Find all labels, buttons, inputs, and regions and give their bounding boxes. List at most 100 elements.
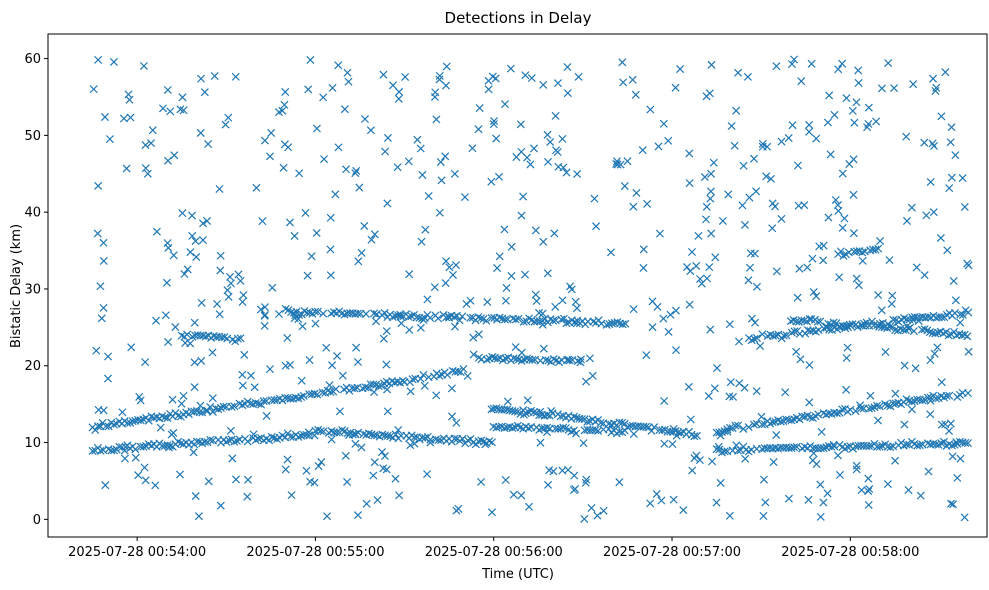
data-point-marker xyxy=(553,79,562,88)
x-tick-label: 2025-07-28 00:57:00 xyxy=(603,545,741,560)
data-point-marker xyxy=(877,84,886,93)
data-point-marker xyxy=(963,389,973,398)
data-point-marker xyxy=(909,80,918,89)
data-point-marker xyxy=(326,213,335,222)
data-point-marker xyxy=(887,299,896,308)
data-point-marker xyxy=(119,114,128,123)
data-point-marker xyxy=(926,410,935,419)
data-point-marker xyxy=(865,484,874,494)
data-point-marker xyxy=(353,358,362,367)
data-point-marker xyxy=(434,314,443,323)
data-point-marker xyxy=(759,475,768,484)
data-point-marker xyxy=(500,100,510,109)
data-point-marker xyxy=(265,365,274,374)
plot-frame xyxy=(47,33,988,538)
data-point-marker xyxy=(812,292,821,301)
data-point-marker xyxy=(631,90,640,99)
data-point-marker xyxy=(177,399,186,408)
data-point-marker xyxy=(577,414,587,423)
data-point-marker xyxy=(559,314,568,323)
data-point-marker xyxy=(501,476,510,485)
data-point-marker xyxy=(161,311,170,320)
data-point-marker xyxy=(369,471,378,480)
data-point-marker xyxy=(230,402,239,411)
data-point-marker xyxy=(583,417,592,426)
data-point-marker xyxy=(687,247,697,256)
data-point-marker xyxy=(752,387,761,396)
data-point-marker xyxy=(956,454,965,463)
data-point-marker xyxy=(258,217,267,226)
data-point-marker xyxy=(318,388,327,397)
data-point-marker xyxy=(852,465,861,474)
data-point-marker xyxy=(299,391,308,400)
data-point-marker xyxy=(156,423,165,432)
data-point-marker xyxy=(576,355,585,364)
data-point-marker xyxy=(726,378,735,387)
data-point-marker xyxy=(191,237,200,246)
data-point-marker xyxy=(528,355,537,364)
data-point-marker xyxy=(99,238,108,247)
data-point-marker xyxy=(474,313,483,322)
data-point-marker xyxy=(383,385,392,394)
data-point-marker xyxy=(951,296,960,305)
data-point-marker xyxy=(724,190,733,199)
data-point-marker xyxy=(215,184,224,193)
data-point-marker xyxy=(524,502,534,511)
data-point-marker xyxy=(562,168,571,177)
data-point-marker xyxy=(963,259,972,268)
data-point-marker xyxy=(574,72,583,81)
data-point-marker xyxy=(256,305,265,314)
data-point-marker xyxy=(669,495,678,504)
data-point-marker xyxy=(326,387,335,396)
data-point-marker xyxy=(147,139,156,148)
data-point-marker xyxy=(864,487,873,496)
data-point-marker xyxy=(835,273,844,282)
data-point-marker xyxy=(148,126,157,135)
data-point-marker xyxy=(580,514,589,524)
data-point-marker xyxy=(907,397,916,406)
data-point-marker xyxy=(488,352,497,361)
data-point-marker xyxy=(593,511,602,520)
data-point-marker xyxy=(654,142,663,151)
data-point-marker xyxy=(812,134,821,143)
data-point-marker xyxy=(743,72,752,81)
data-point-marker xyxy=(618,418,627,427)
data-point-marker xyxy=(734,68,743,77)
data-point-marker xyxy=(224,436,233,445)
data-point-marker xyxy=(344,77,353,86)
data-point-marker xyxy=(216,266,225,275)
data-point-marker xyxy=(849,229,858,238)
data-point-marker xyxy=(833,200,842,210)
data-point-marker xyxy=(682,263,692,272)
data-point-marker xyxy=(756,342,765,351)
data-point-marker xyxy=(91,425,100,434)
data-point-marker xyxy=(502,283,511,292)
data-point-marker xyxy=(163,85,172,95)
data-point-marker xyxy=(659,119,668,128)
data-point-marker xyxy=(646,499,655,508)
data-point-marker xyxy=(327,435,336,444)
data-point-marker xyxy=(629,429,638,439)
data-point-marker xyxy=(888,291,897,300)
data-point-marker xyxy=(907,405,916,414)
data-point-marker xyxy=(539,237,548,246)
data-point-marker xyxy=(250,383,259,392)
data-point-marker xyxy=(543,269,552,278)
data-point-marker xyxy=(639,245,648,254)
data-point-marker xyxy=(549,316,558,325)
data-point-marker xyxy=(243,437,252,446)
data-point-marker xyxy=(937,112,946,121)
data-point-marker xyxy=(602,320,611,329)
data-point-marker xyxy=(144,416,153,425)
data-point-marker xyxy=(569,412,578,421)
data-point-marker xyxy=(769,458,778,467)
data-point-marker xyxy=(768,224,777,233)
data-point-marker xyxy=(441,152,450,161)
data-point-marker xyxy=(251,398,260,408)
data-point-marker xyxy=(203,216,212,225)
data-point-marker xyxy=(267,128,276,137)
data-point-marker xyxy=(360,114,370,124)
data-point-marker xyxy=(370,458,379,467)
data-point-marker xyxy=(482,316,491,325)
